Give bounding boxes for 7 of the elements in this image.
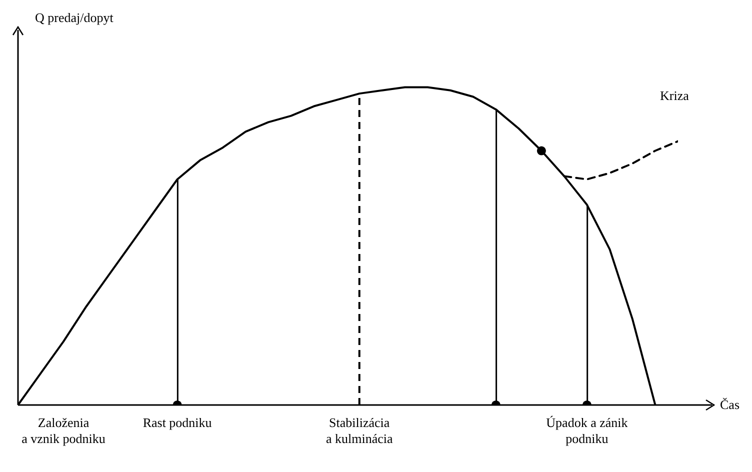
y-axis-title: Q predaj/dopyt bbox=[35, 10, 114, 26]
x-tick-label: Založenia a vznik podniku bbox=[22, 415, 106, 446]
x-tick-label: Úpadok a zánik podniku bbox=[546, 415, 628, 446]
x-tick-label: Rast podniku bbox=[142, 415, 212, 430]
x-axis-title: Čas bbox=[720, 397, 740, 413]
x-tick-label: Stabilizácia a kulminácia bbox=[326, 415, 393, 446]
annotation: Kriza bbox=[660, 88, 689, 104]
